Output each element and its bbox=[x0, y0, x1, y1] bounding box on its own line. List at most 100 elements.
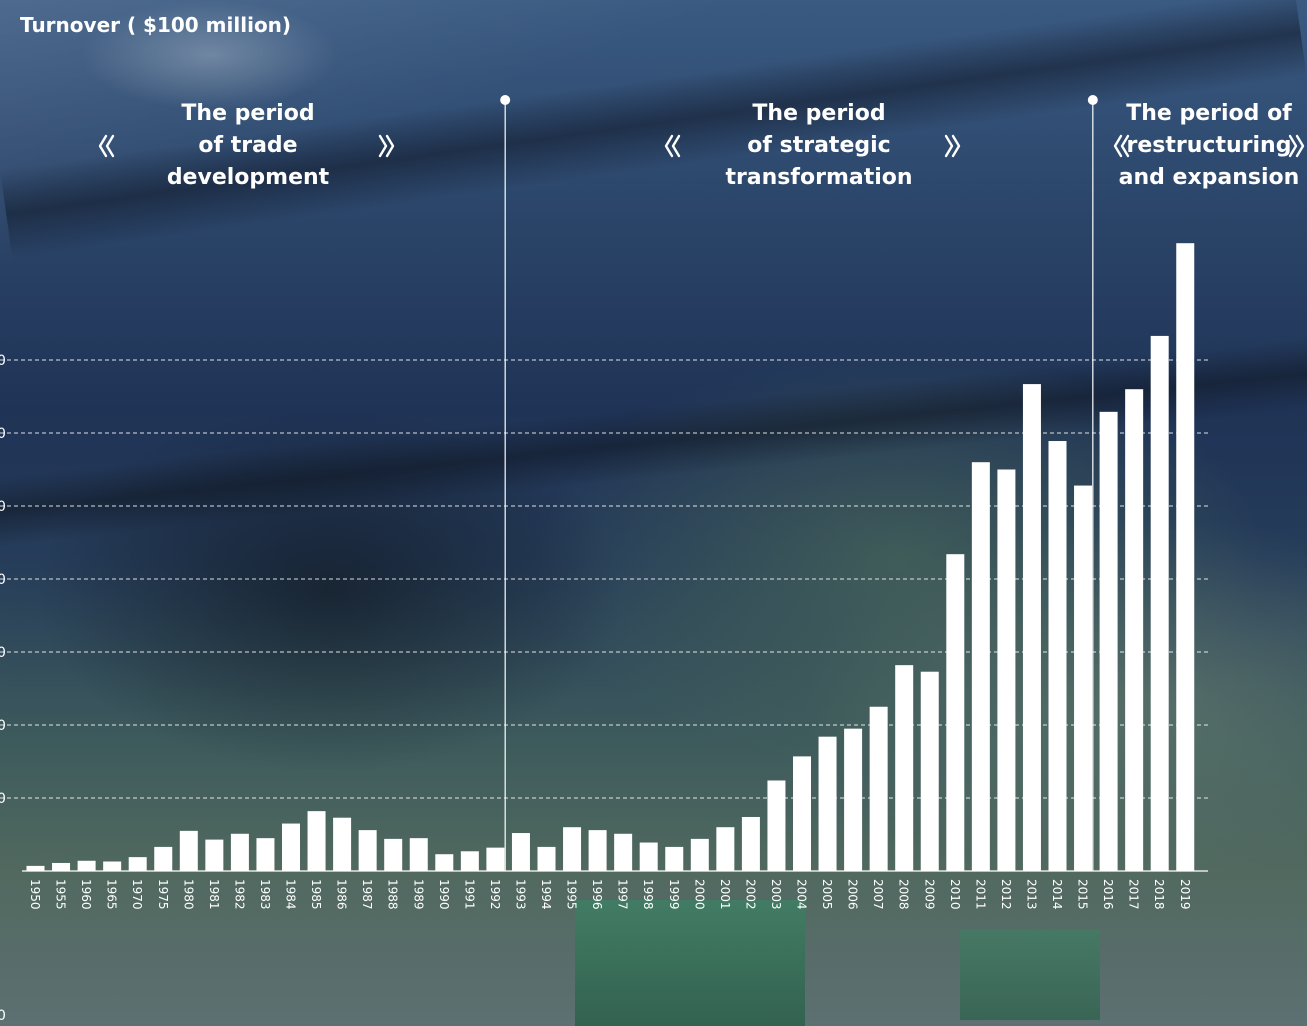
bar-1993 bbox=[511, 833, 530, 871]
x-tick-label: 2018 bbox=[1152, 879, 1166, 910]
x-tick-label: 2007 bbox=[871, 879, 885, 910]
x-tick-label: 2004 bbox=[795, 879, 809, 910]
period-label-line: of trade bbox=[198, 133, 297, 158]
x-tick-label: 1992 bbox=[488, 879, 502, 910]
background-building-roof bbox=[960, 930, 1100, 1020]
bar-1987 bbox=[358, 830, 377, 871]
x-tick-label: 1987 bbox=[360, 879, 374, 910]
bar-1989 bbox=[409, 838, 428, 871]
x-tick-label: 1985 bbox=[309, 879, 323, 910]
double-chevron-left-icon bbox=[1113, 134, 1130, 158]
period-label-line: The period bbox=[752, 101, 885, 126]
y-tick-label: 0 bbox=[0, 791, 6, 807]
period-label-line: of strategic bbox=[747, 133, 890, 158]
y-tick-label: 0 bbox=[0, 499, 6, 515]
chevron-stroke bbox=[1295, 134, 1305, 158]
x-tick-label: 2003 bbox=[769, 879, 783, 910]
bar-2000 bbox=[690, 838, 709, 871]
chevron-stroke bbox=[378, 134, 388, 158]
x-tick-label: 2000 bbox=[692, 879, 706, 910]
x-tick-label: 1989 bbox=[411, 879, 425, 910]
x-tick-label: 2011 bbox=[973, 879, 987, 910]
x-tick-label: 2006 bbox=[846, 879, 860, 910]
x-tick-label: 2002 bbox=[743, 879, 757, 910]
chevron-stroke bbox=[671, 134, 681, 158]
chevron-stroke bbox=[1113, 134, 1123, 158]
x-tick-label: 1960 bbox=[79, 879, 93, 910]
double-chevron-right-icon bbox=[378, 134, 395, 158]
x-tick-label: 1996 bbox=[590, 879, 604, 910]
bar-1999 bbox=[665, 846, 684, 871]
bar-2007 bbox=[869, 706, 888, 871]
bar-1950 bbox=[26, 865, 45, 871]
bar-2016 bbox=[1099, 411, 1118, 871]
bar-2002 bbox=[741, 816, 760, 871]
bar-2018 bbox=[1150, 335, 1169, 871]
double-chevron-right-icon bbox=[1288, 134, 1305, 158]
x-tick-label: 1970 bbox=[130, 879, 144, 910]
bar-1970 bbox=[128, 857, 147, 871]
period-divider-dot bbox=[500, 95, 511, 105]
x-tick-label: 2015 bbox=[1076, 879, 1090, 910]
chevron-stroke bbox=[385, 134, 395, 158]
x-tick-label: 1984 bbox=[284, 879, 298, 910]
bar-2012 bbox=[997, 469, 1016, 871]
period-label-line: The period bbox=[181, 101, 314, 126]
x-tick-label: 1986 bbox=[335, 879, 349, 910]
x-tick-label: 1965 bbox=[105, 879, 119, 910]
period-label-line: restructuring bbox=[1127, 133, 1292, 158]
x-tick-label: 1983 bbox=[258, 879, 272, 910]
x-tick-label: 2012 bbox=[999, 879, 1013, 910]
bar-1994 bbox=[537, 846, 556, 871]
bar-1985 bbox=[307, 811, 326, 871]
bar-1981 bbox=[205, 839, 224, 871]
chevron-stroke bbox=[951, 134, 961, 158]
x-tick-label: 2017 bbox=[1127, 879, 1141, 910]
background-building-roof bbox=[575, 900, 805, 1026]
x-tick-label: 1975 bbox=[156, 879, 170, 910]
x-tick-label: 2001 bbox=[718, 879, 732, 910]
period-label-line: transformation bbox=[725, 165, 912, 190]
bar-1965 bbox=[103, 861, 122, 871]
bar-1997 bbox=[614, 833, 633, 871]
x-tick-label: 1995 bbox=[565, 879, 579, 910]
x-tick-label: 2013 bbox=[1024, 879, 1038, 910]
x-tick-label: 1993 bbox=[513, 879, 527, 910]
x-tick-label: 1991 bbox=[462, 879, 476, 910]
x-tick-label: 2014 bbox=[1050, 879, 1064, 910]
y-tick-label: 0 bbox=[0, 645, 6, 661]
double-chevron-left-icon bbox=[98, 134, 115, 158]
period-divider-dot bbox=[1087, 95, 1098, 105]
bar-1983 bbox=[256, 838, 275, 871]
double-chevron-left-icon bbox=[664, 134, 681, 158]
x-tick-label: 1998 bbox=[641, 879, 655, 910]
bar-1986 bbox=[333, 817, 352, 871]
x-tick-label: 2016 bbox=[1101, 879, 1115, 910]
bar-2014 bbox=[1048, 441, 1067, 871]
x-tick-label: 2009 bbox=[922, 879, 936, 910]
double-chevron-right-icon bbox=[944, 134, 961, 158]
y-tick-label: 0 bbox=[0, 718, 6, 734]
bar-1988 bbox=[384, 838, 403, 871]
y-tick-label: 0 bbox=[0, 1008, 6, 1024]
y-tick-label: 0 bbox=[0, 426, 6, 442]
x-tick-label: 1981 bbox=[207, 879, 221, 910]
y-tick-label: 0 bbox=[0, 572, 6, 588]
chevron-stroke bbox=[1288, 134, 1298, 158]
x-tick-label: 1955 bbox=[54, 879, 68, 910]
bar-2003 bbox=[767, 780, 786, 871]
bar-2008 bbox=[895, 665, 914, 871]
bar-2001 bbox=[716, 827, 735, 871]
bar-1992 bbox=[486, 847, 505, 871]
y-axis-title: Turnover ( $100 million) bbox=[20, 13, 291, 37]
bar-2011 bbox=[971, 462, 990, 871]
bar-2004 bbox=[793, 756, 811, 871]
x-tick-label: 1994 bbox=[539, 879, 553, 910]
x-tick-label: 2010 bbox=[948, 879, 962, 910]
bar-2019 bbox=[1176, 243, 1195, 871]
x-tick-label: 2019 bbox=[1178, 879, 1192, 910]
x-tick-label: 1988 bbox=[386, 879, 400, 910]
x-tick-label: 1980 bbox=[181, 879, 195, 910]
bar-1990 bbox=[435, 854, 454, 871]
